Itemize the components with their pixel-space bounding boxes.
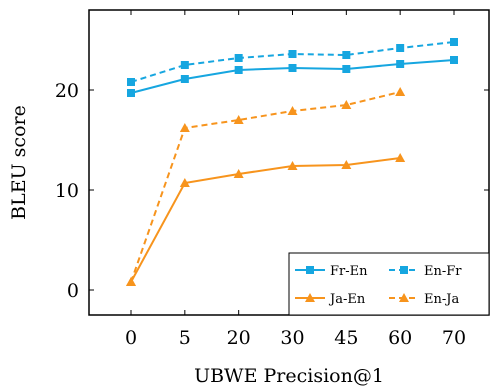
data-point-en-fr xyxy=(450,38,458,46)
legend-marker xyxy=(400,266,408,274)
data-point-en-ja xyxy=(179,123,190,132)
x-tick-label: 70 xyxy=(442,327,466,349)
legend-label: Fr-En xyxy=(330,264,368,279)
data-point-ja-en xyxy=(179,178,190,187)
legend-item-ja-en: Ja-En xyxy=(295,292,366,307)
legend-box xyxy=(288,252,490,316)
legend-label: En-Fr xyxy=(424,264,462,279)
data-point-fr-en xyxy=(396,60,405,68)
data-point-ja-en xyxy=(233,169,244,178)
legend-marker xyxy=(306,266,314,274)
data-point-en-fr xyxy=(180,61,189,69)
series-en-fr xyxy=(127,38,458,86)
x-tick-label: 5 xyxy=(179,327,191,349)
x-tick-label: 60 xyxy=(388,327,412,349)
data-point-fr-en xyxy=(450,56,458,64)
data-point-fr-en xyxy=(288,64,297,72)
series-fr-en xyxy=(127,56,458,97)
x-tick-label: 20 xyxy=(227,327,251,349)
data-point-en-ja xyxy=(126,277,136,286)
series-line-en-ja xyxy=(130,91,401,283)
x-tick-label: 45 xyxy=(334,327,358,349)
x-axis-label: UBWE Precision@1 xyxy=(194,365,384,387)
data-point-en-ja xyxy=(233,115,244,124)
legend-item-fr-en: Fr-En xyxy=(295,264,368,279)
y-tick-label: 20 xyxy=(55,80,79,102)
data-point-ja-en xyxy=(395,153,406,162)
y-axis-label: BLEU score xyxy=(8,105,30,220)
data-point-fr-en xyxy=(234,66,243,74)
data-point-en-ja xyxy=(341,100,352,109)
x-tick-label: 0 xyxy=(125,327,137,349)
data-point-ja-en xyxy=(341,160,352,169)
x-tick-label: 30 xyxy=(280,327,304,349)
data-point-en-ja xyxy=(287,106,298,115)
legend-label: En-Ja xyxy=(424,292,459,307)
legend-label: Ja-En xyxy=(328,292,366,307)
legend-item-en-ja: En-Ja xyxy=(389,292,459,307)
data-point-en-fr xyxy=(396,44,405,52)
data-point-en-fr xyxy=(127,78,135,86)
data-point-fr-en xyxy=(180,75,189,83)
series-line-en-fr xyxy=(130,41,455,83)
legend-marker xyxy=(399,293,409,302)
legend-marker xyxy=(305,293,315,302)
data-point-fr-en xyxy=(342,65,351,73)
data-point-ja-en xyxy=(287,161,298,170)
series-en-ja xyxy=(126,87,406,286)
data-point-en-fr xyxy=(234,54,243,62)
legend-item-en-fr: En-Fr xyxy=(389,264,462,279)
data-point-fr-en xyxy=(127,89,135,97)
series-line-ja-en xyxy=(130,157,401,283)
legend: Fr-En En-Fr Ja-En En-Ja xyxy=(288,252,490,316)
data-point-en-ja xyxy=(395,87,406,96)
y-tick-label: 0 xyxy=(67,280,79,302)
series-layer xyxy=(126,38,458,286)
data-point-en-fr xyxy=(288,50,297,58)
data-point-en-fr xyxy=(342,51,351,59)
y-tick-label: 10 xyxy=(55,180,79,202)
